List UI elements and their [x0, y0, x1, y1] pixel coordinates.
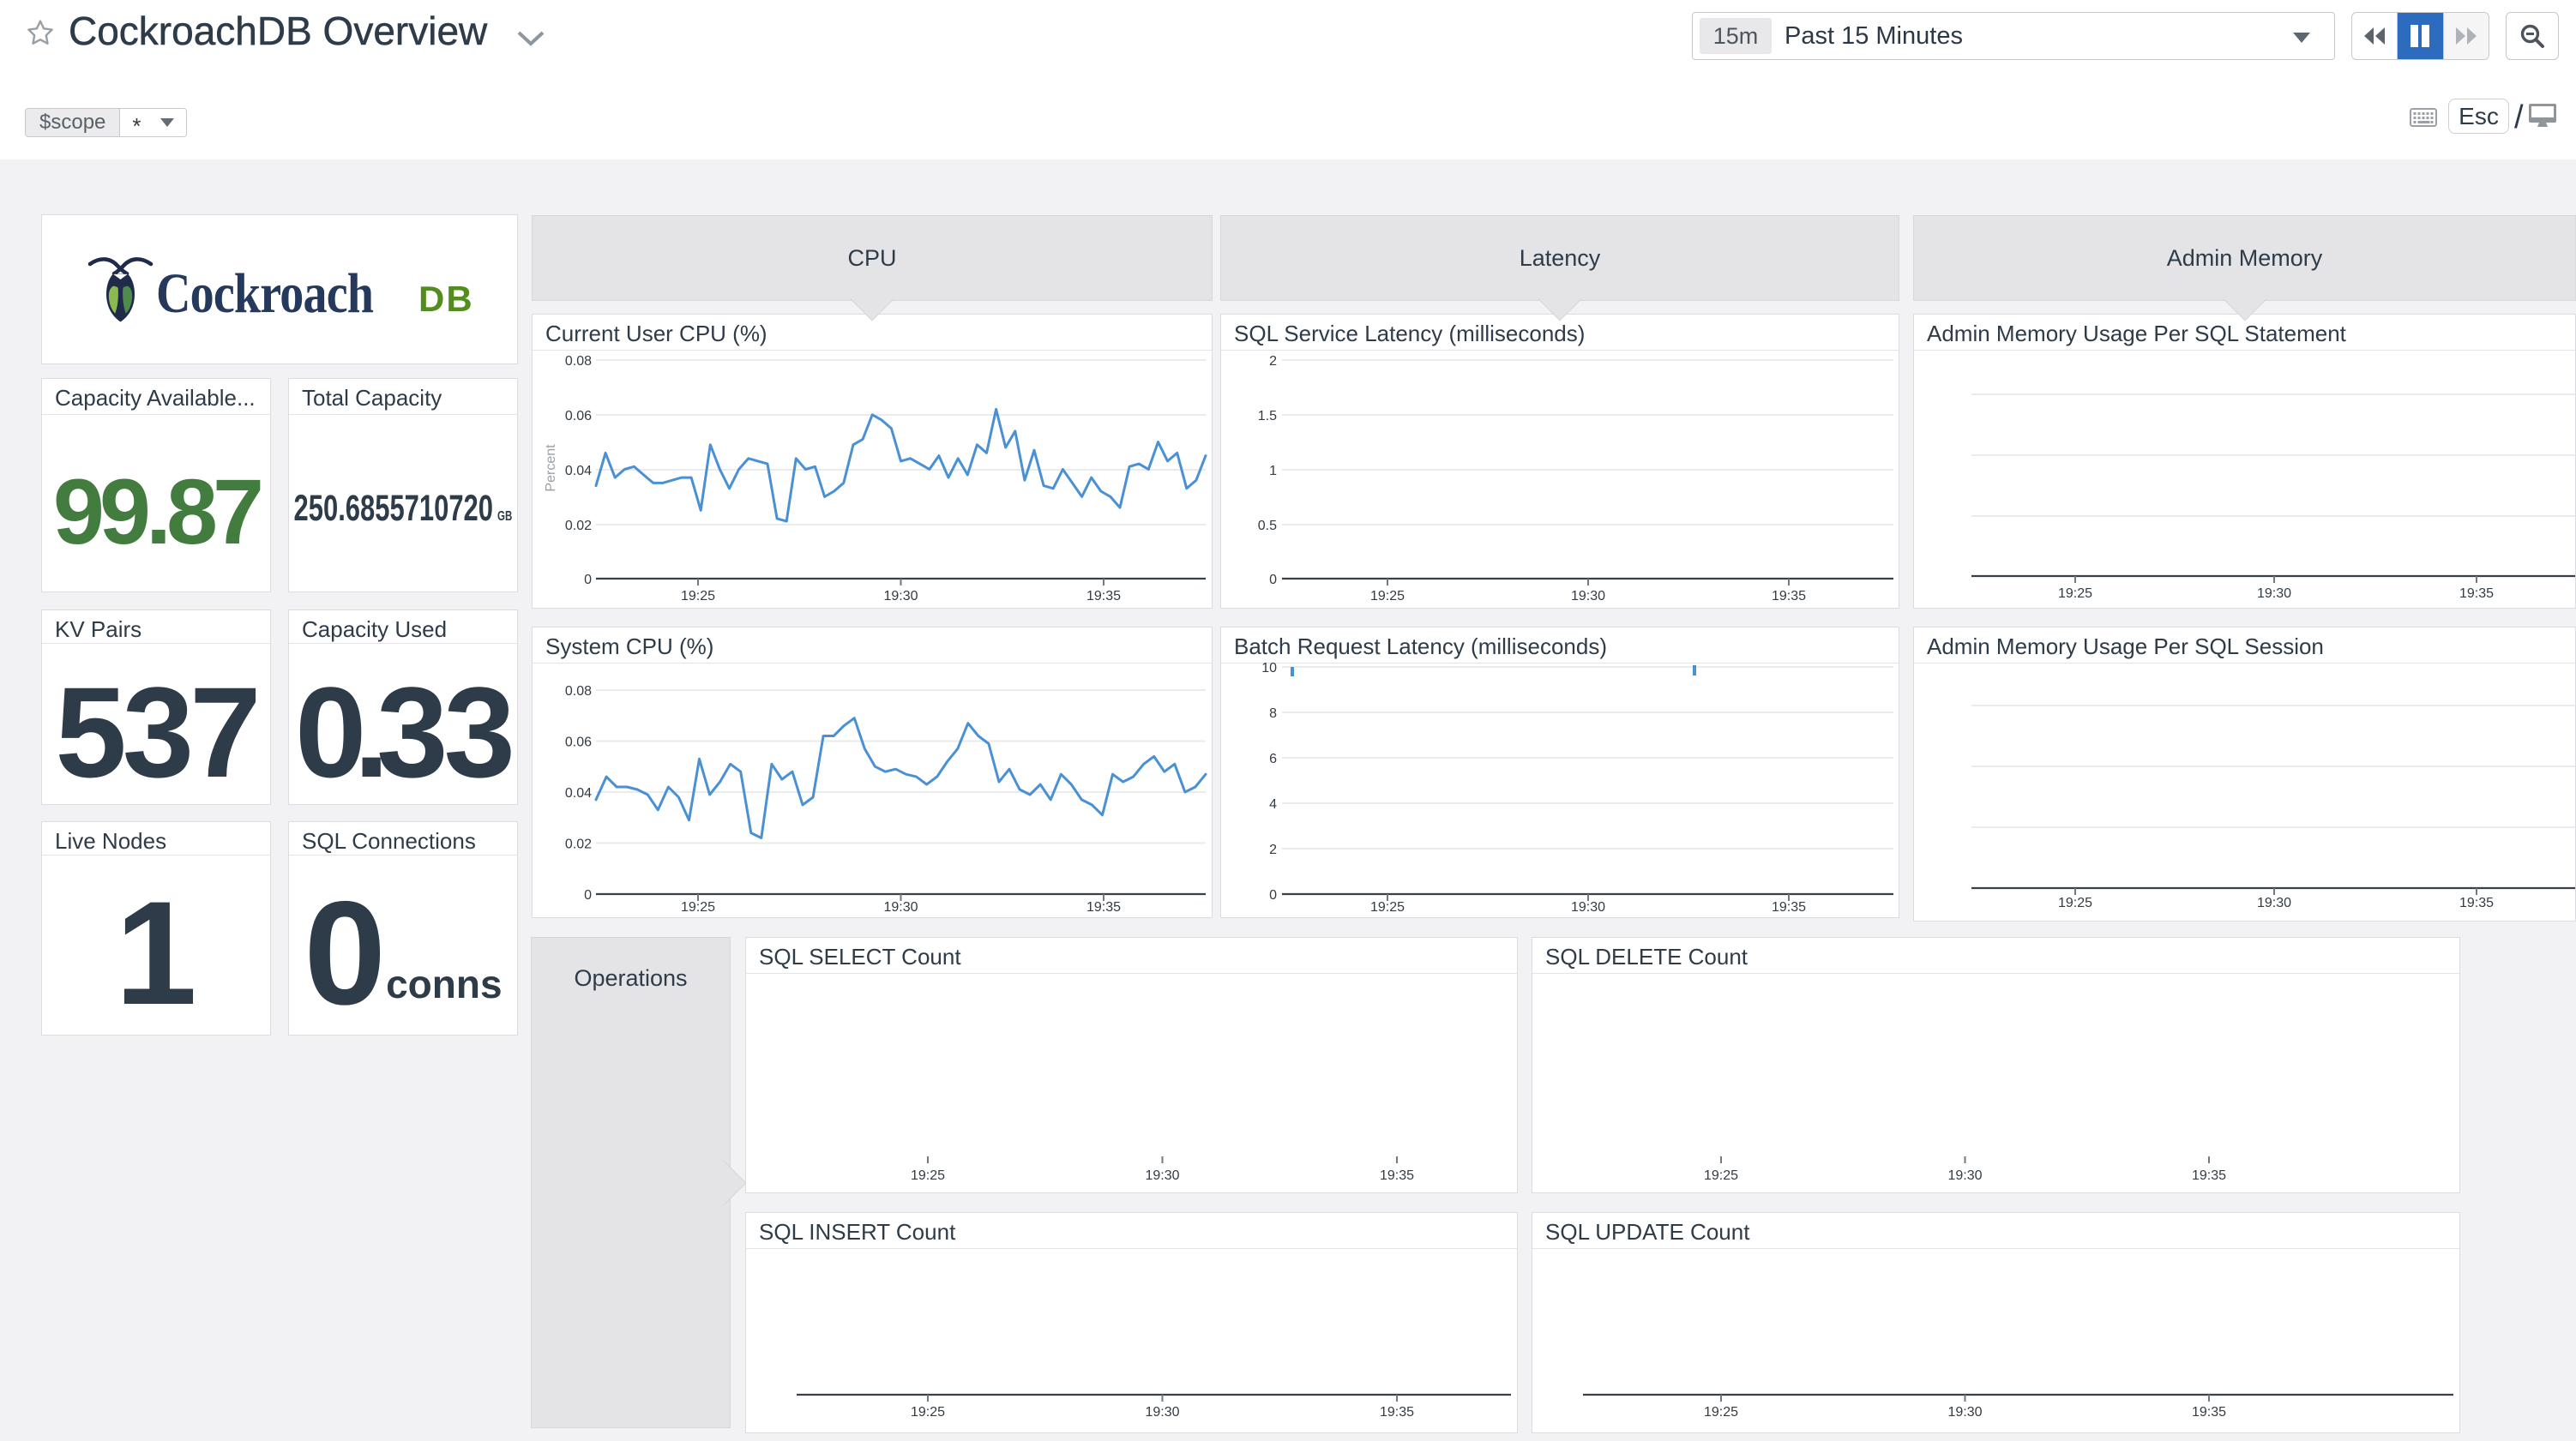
svg-text:1: 1: [1269, 464, 1277, 478]
svg-text:0.04: 0.04: [565, 786, 592, 801]
svg-text:19:25: 19:25: [2058, 586, 2092, 601]
svg-text:0: 0: [1269, 888, 1277, 903]
svg-text:19:35: 19:35: [2459, 896, 2494, 910]
svg-text:19:25: 19:25: [1704, 1405, 1738, 1420]
svg-text:6: 6: [1269, 752, 1277, 766]
svg-text:19:25: 19:25: [681, 900, 715, 915]
svg-text:19:35: 19:35: [1380, 1405, 1414, 1420]
svg-text:19:30: 19:30: [1145, 1168, 1179, 1183]
svg-text:1.5: 1.5: [1258, 409, 1277, 423]
svg-text:0.06: 0.06: [565, 736, 592, 750]
svg-text:19:30: 19:30: [1571, 589, 1605, 603]
svg-text:0: 0: [1269, 573, 1277, 587]
svg-text:0: 0: [584, 888, 592, 903]
svg-text:19:35: 19:35: [1772, 589, 1806, 603]
svg-text:2: 2: [1269, 354, 1277, 369]
svg-text:0: 0: [584, 573, 592, 587]
svg-text:4: 4: [1269, 797, 1277, 812]
svg-text:19:30: 19:30: [1947, 1168, 1982, 1183]
svg-text:19:25: 19:25: [2058, 896, 2092, 910]
svg-text:19:30: 19:30: [1947, 1405, 1982, 1420]
svg-text:19:35: 19:35: [2192, 1168, 2226, 1183]
svg-text:Percent: Percent: [544, 444, 558, 492]
svg-text:19:25: 19:25: [911, 1405, 945, 1420]
svg-text:0.04: 0.04: [565, 464, 592, 478]
svg-text:19:35: 19:35: [2459, 586, 2494, 601]
svg-text:0.06: 0.06: [565, 409, 592, 423]
svg-text:19:30: 19:30: [1145, 1405, 1179, 1420]
svg-text:19:35: 19:35: [1086, 900, 1121, 915]
svg-text:19:25: 19:25: [1370, 589, 1405, 603]
svg-text:19:30: 19:30: [2257, 896, 2291, 910]
svg-text:8: 8: [1269, 706, 1277, 721]
svg-text:19:35: 19:35: [2192, 1405, 2226, 1420]
svg-text:19:25: 19:25: [681, 589, 715, 603]
svg-text:19:25: 19:25: [911, 1168, 945, 1183]
svg-text:19:30: 19:30: [883, 900, 918, 915]
svg-text:0.5: 0.5: [1258, 519, 1277, 533]
svg-text:0.02: 0.02: [565, 838, 592, 852]
svg-text:19:25: 19:25: [1370, 900, 1405, 915]
svg-text:0.08: 0.08: [565, 354, 592, 369]
svg-text:10: 10: [1261, 662, 1277, 675]
svg-text:19:35: 19:35: [1772, 900, 1806, 915]
svg-text:19:30: 19:30: [1571, 900, 1605, 915]
svg-text:19:30: 19:30: [2257, 586, 2291, 601]
svg-text:19:30: 19:30: [883, 589, 918, 603]
svg-text:0.02: 0.02: [565, 519, 592, 533]
svg-text:19:35: 19:35: [1086, 589, 1121, 603]
svg-text:19:25: 19:25: [1704, 1168, 1738, 1183]
svg-text:19:35: 19:35: [1380, 1168, 1414, 1183]
svg-text:2: 2: [1269, 843, 1277, 857]
svg-text:0.08: 0.08: [565, 684, 592, 699]
